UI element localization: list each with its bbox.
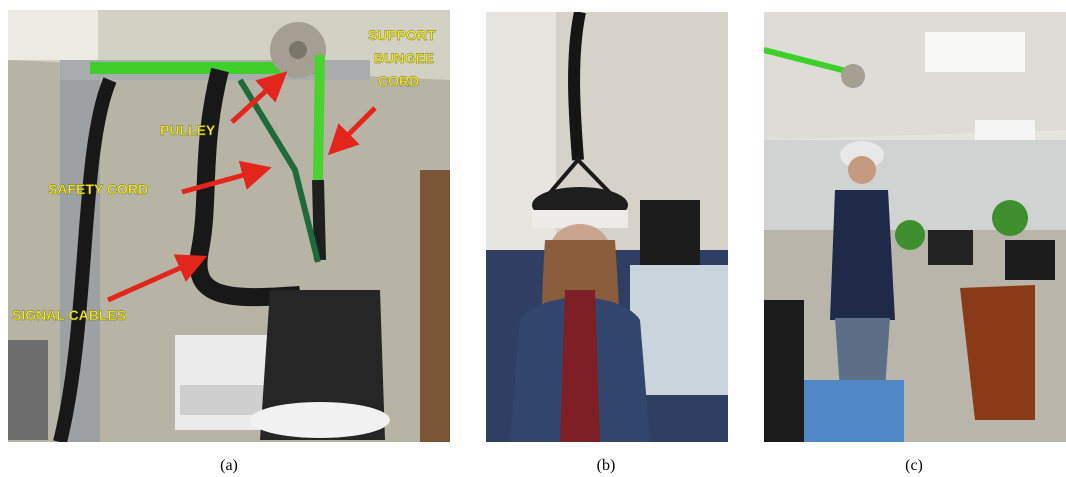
annotation: SIGNAL CABLES — [12, 307, 126, 323]
photo-b — [486, 12, 728, 442]
caption: (c) — [905, 457, 923, 474]
annotation: BUNGEE — [374, 50, 434, 66]
caption: (b) — [597, 457, 616, 474]
annotation: SAFETY CORD — [48, 181, 148, 197]
annotation: PULLEY — [160, 122, 216, 138]
photo-c — [764, 12, 1066, 442]
annotation: SUPPORT — [368, 27, 436, 43]
figure: SUPPORT BUNGEE CORD PULLEY SAFETY CORD S… — [0, 0, 1066, 477]
caption: (a) — [220, 457, 238, 474]
annotation: CORD — [378, 73, 419, 89]
